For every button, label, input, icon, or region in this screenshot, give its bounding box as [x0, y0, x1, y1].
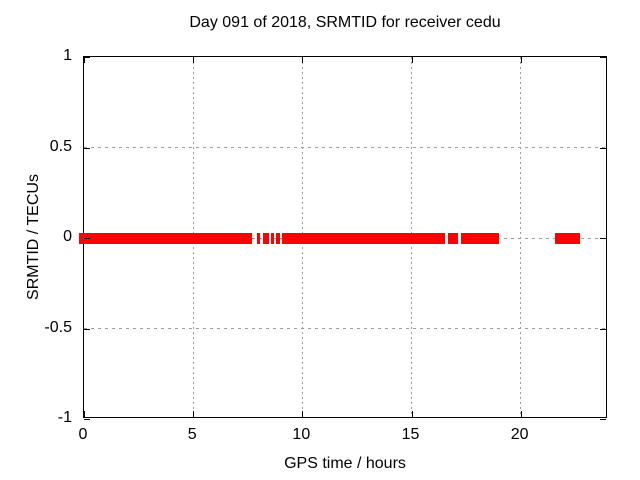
- tick-marks-layer: [84, 57, 606, 420]
- plot-area: [79, 56, 607, 420]
- x-tick-mark: [411, 411, 413, 417]
- data-segment: [447, 232, 458, 244]
- data-segment: [554, 232, 580, 244]
- chart-title: Day 091 of 2018, SRMTID for receiver ced…: [189, 14, 501, 31]
- data-segment: [257, 232, 260, 244]
- y-tick-mark: [600, 147, 606, 149]
- x-gridline: [520, 57, 522, 417]
- x-tick-label: 15: [401, 426, 420, 443]
- x-tick-label: 5: [187, 426, 197, 443]
- x-tick-mark: [302, 411, 304, 417]
- data-segment: [276, 232, 280, 244]
- x-tick-label: 20: [510, 426, 529, 443]
- y-tick-label: -1: [57, 409, 72, 426]
- y-tick-mark: [600, 238, 606, 239]
- x-tick-mark: [302, 57, 304, 63]
- data-segment: [263, 232, 269, 244]
- y-tick-label: 0: [63, 228, 72, 245]
- y-tick-mark: [84, 238, 90, 239]
- y-gridline: [84, 147, 606, 148]
- data-segment: [79, 232, 253, 244]
- y-tick-label: 1: [63, 47, 72, 64]
- y-tick-label: 0.5: [49, 137, 72, 155]
- x-tick-label: 0: [78, 426, 88, 443]
- x-tick-mark: [193, 411, 195, 417]
- data-series-layer: [79, 57, 606, 417]
- x-tick-mark: [520, 57, 522, 63]
- y-tick-label: -0.5: [44, 318, 72, 336]
- y-tick-mark: [84, 57, 90, 58]
- y-tick-mark: [600, 57, 606, 58]
- x-tick-mark: [520, 411, 522, 417]
- x-axis-label: GPS time / hours: [284, 455, 406, 472]
- y-tick-mark: [600, 328, 606, 330]
- data-segment: [270, 232, 274, 244]
- y-gridline: [84, 328, 606, 329]
- y-tick-mark: [600, 419, 606, 420]
- x-tick-mark: [411, 57, 413, 63]
- y-tick-mark: [84, 328, 90, 330]
- data-segment: [282, 232, 446, 244]
- y-tick-mark: [84, 147, 90, 149]
- y-tick-mark: [84, 419, 90, 420]
- data-segment: [461, 232, 499, 244]
- x-tick-label: 10: [292, 426, 311, 443]
- x-tick-mark: [193, 57, 195, 63]
- x-tick-mark: [84, 57, 85, 63]
- x-tick-mark: [84, 411, 85, 417]
